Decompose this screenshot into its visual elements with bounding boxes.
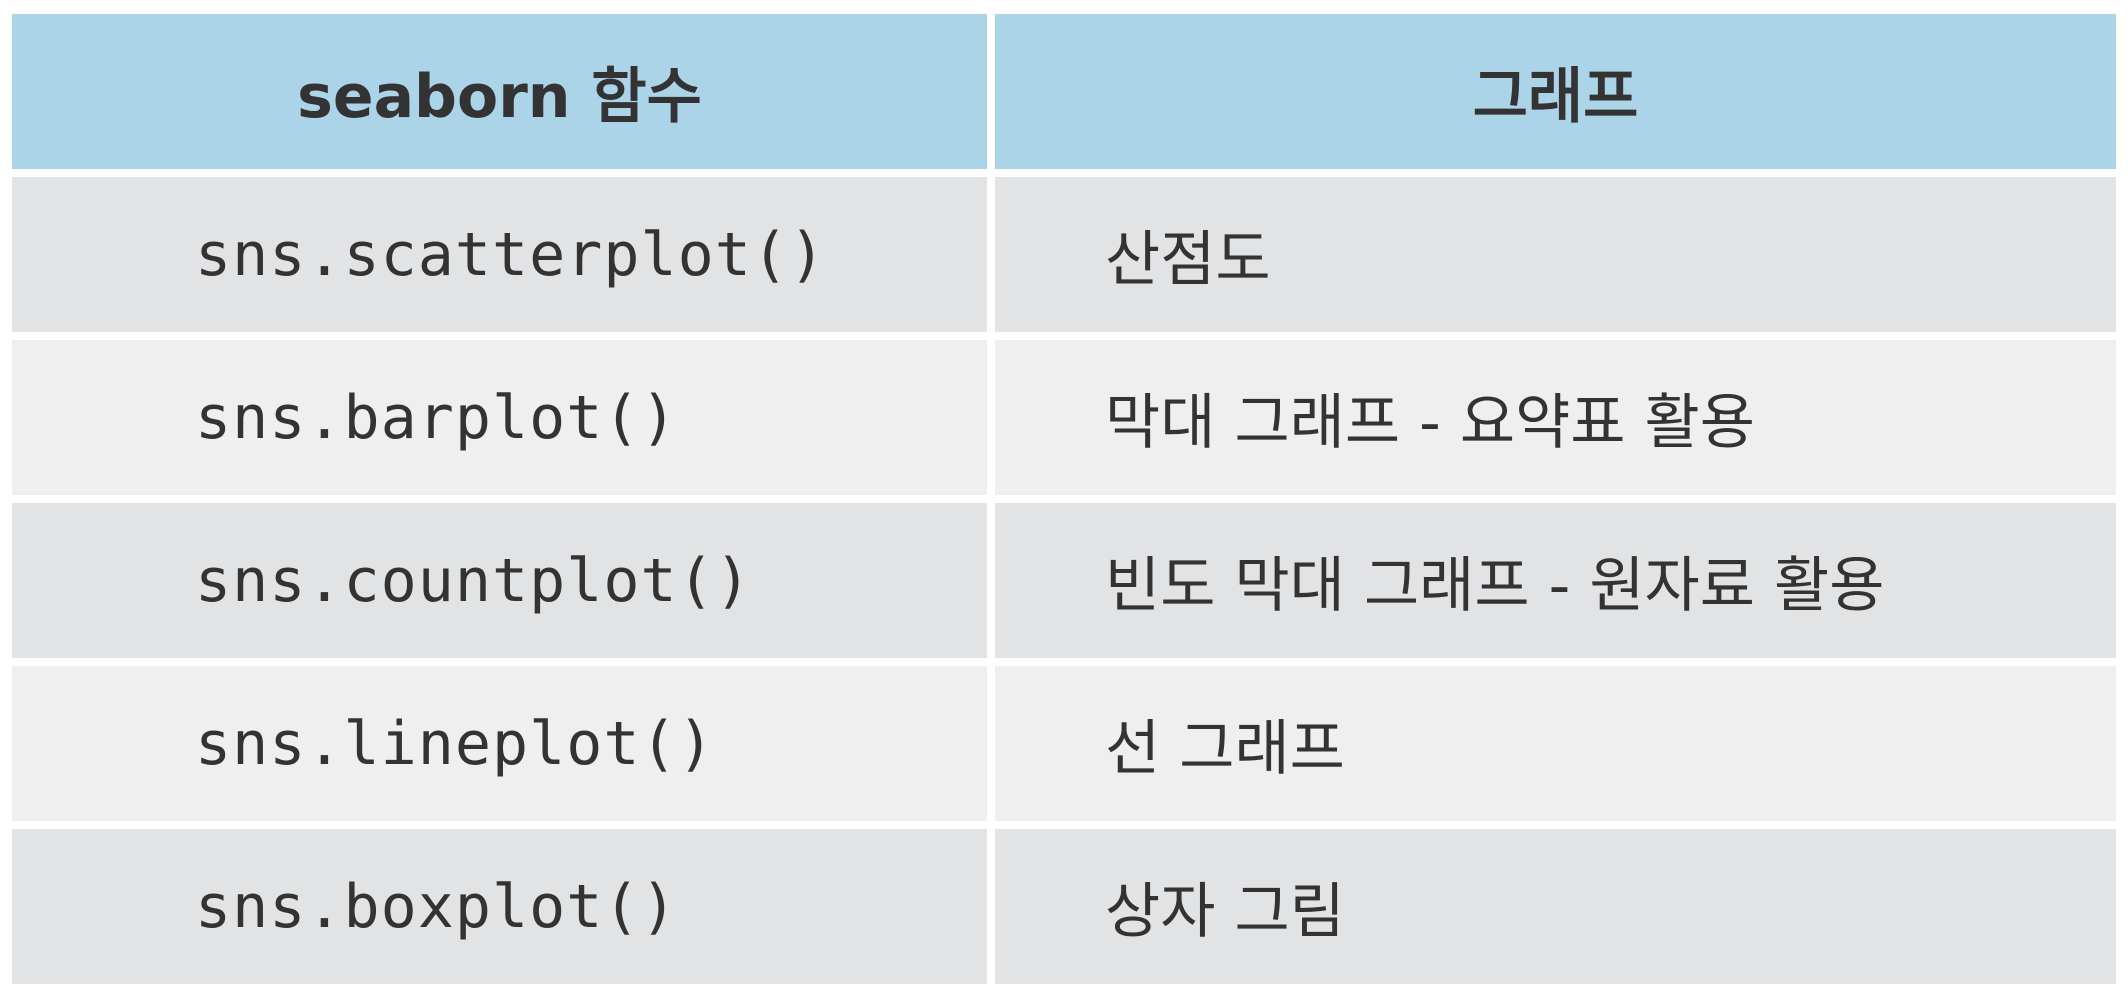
table-row-graph: 산점도 — [995, 177, 2116, 332]
table-row-function: sns.lineplot() — [12, 666, 987, 821]
seaborn-function-table: seaborn 함수 그래프 sns.scatterplot() 산점도 sns… — [12, 14, 2116, 984]
table-row-function: sns.barplot() — [12, 340, 987, 495]
table-row-graph: 막대 그래프 - 요약표 활용 — [995, 340, 2116, 495]
table-row-function: sns.boxplot() — [12, 829, 987, 984]
table-row-graph: 빈도 막대 그래프 - 원자료 활용 — [995, 503, 2116, 658]
table-row-function: sns.scatterplot() — [12, 177, 987, 332]
header-graph: 그래프 — [995, 14, 2116, 169]
table-row-graph: 상자 그림 — [995, 829, 2116, 984]
header-function: seaborn 함수 — [12, 14, 987, 169]
table-row-function: sns.countplot() — [12, 503, 987, 658]
table-row-graph: 선 그래프 — [995, 666, 2116, 821]
